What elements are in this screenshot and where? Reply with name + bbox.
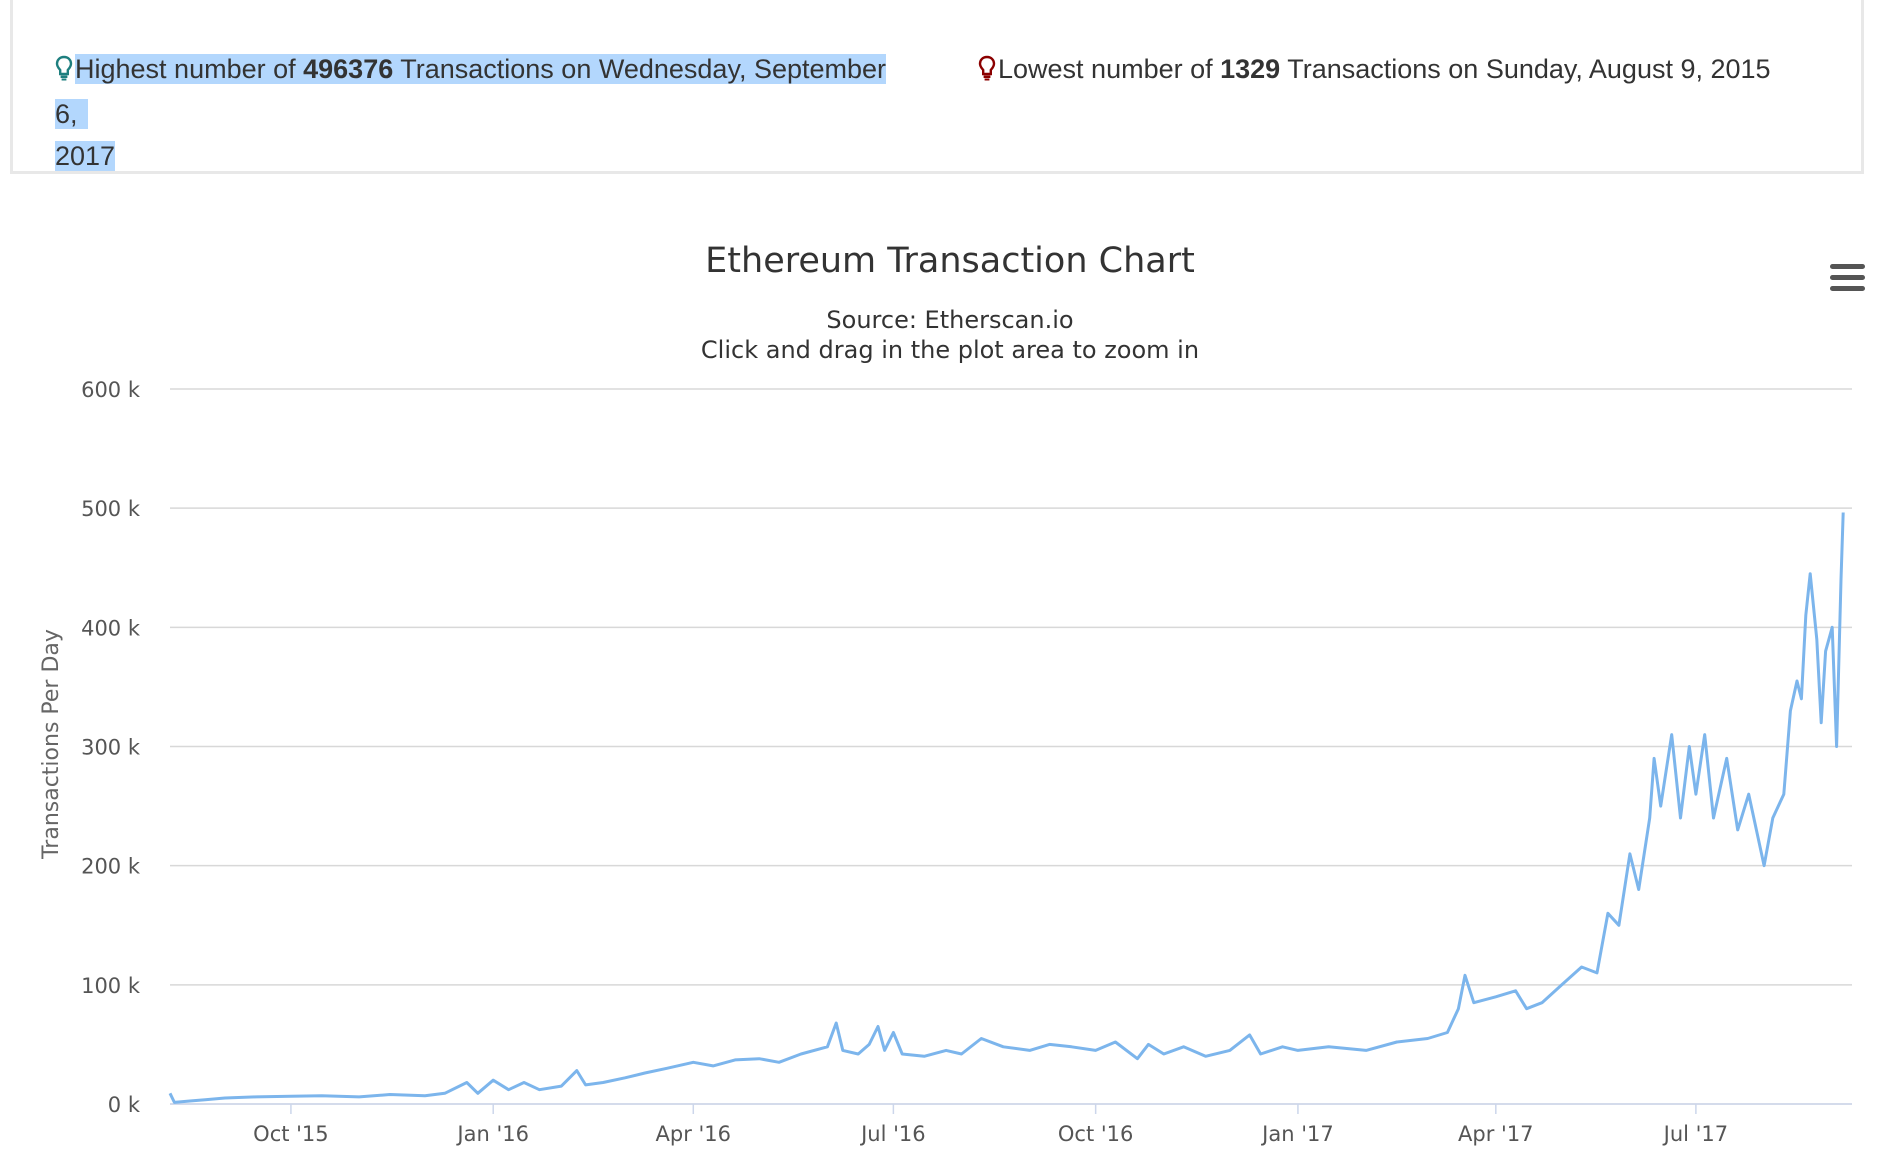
plot-area[interactable]	[168, 512, 1845, 1104]
y-tick-label: 400 k	[81, 616, 141, 640]
lowest-middle: Transactions on	[1280, 54, 1486, 84]
grid-lines	[170, 388, 1852, 1105]
lightbulb-icon	[55, 51, 73, 93]
series-line[interactable]	[168, 512, 1845, 1104]
y-tick-label: 0 k	[108, 1093, 141, 1117]
x-tick-label: Apr '17	[1458, 1122, 1534, 1146]
highest-middle: Transactions on	[393, 54, 599, 84]
highest-prefix: Highest number of	[75, 54, 304, 84]
x-tick-label: Oct '16	[1058, 1122, 1133, 1146]
lowest-value: 1329	[1220, 54, 1281, 84]
y-tick-label: 600 k	[81, 378, 141, 402]
lowest-stat: Lowest number of 1329 Transactions on Su…	[978, 48, 1858, 93]
y-tick-label: 100 k	[81, 974, 141, 998]
highest-value: 496376	[303, 54, 394, 84]
x-tick-label: Oct '15	[253, 1122, 328, 1146]
chart-subtitle-hint: Click and drag in the plot area to zoom …	[701, 336, 1199, 364]
x-tick-label: Jan '17	[1260, 1122, 1334, 1146]
chart-subtitle-source: Source: Etherscan.io	[826, 306, 1073, 334]
highest-date-year: 2017	[55, 141, 116, 171]
lightbulb-icon	[978, 51, 996, 93]
chart-title: Ethereum Transaction Chart	[705, 241, 1195, 281]
x-tick-label: Jan '16	[455, 1122, 529, 1146]
y-tick-label: 500 k	[81, 497, 141, 521]
y-axis-ticks: 0 k 100 k 200 k 300 k 400 k 500 k 600 k	[81, 378, 141, 1117]
y-tick-label: 300 k	[81, 736, 141, 760]
x-tick-label: Jul '16	[859, 1122, 926, 1146]
y-axis-label: Transactions Per Day	[39, 629, 64, 860]
highest-stat: Highest number of 496376 Transactions on…	[55, 48, 925, 177]
hamburger-menu-icon[interactable]	[1830, 264, 1865, 291]
x-tick-label: Jul '17	[1662, 1122, 1729, 1146]
lowest-date: Sunday, August 9, 2015	[1485, 54, 1771, 84]
lowest-prefix: Lowest number of	[998, 54, 1221, 84]
x-axis-ticks: Oct '15 Jan '16 Apr '16 Jul '16 Oct '16 Jan '…	[170, 1103, 1852, 1146]
y-tick-label: 200 k	[81, 855, 141, 879]
x-tick-label: Apr '16	[656, 1122, 732, 1146]
stats-panel: Highest number of 496376 Transactions on…	[10, 0, 1864, 174]
transaction-chart[interactable]: Ethereum Transaction Chart Source: Ether…	[0, 174, 1892, 1166]
